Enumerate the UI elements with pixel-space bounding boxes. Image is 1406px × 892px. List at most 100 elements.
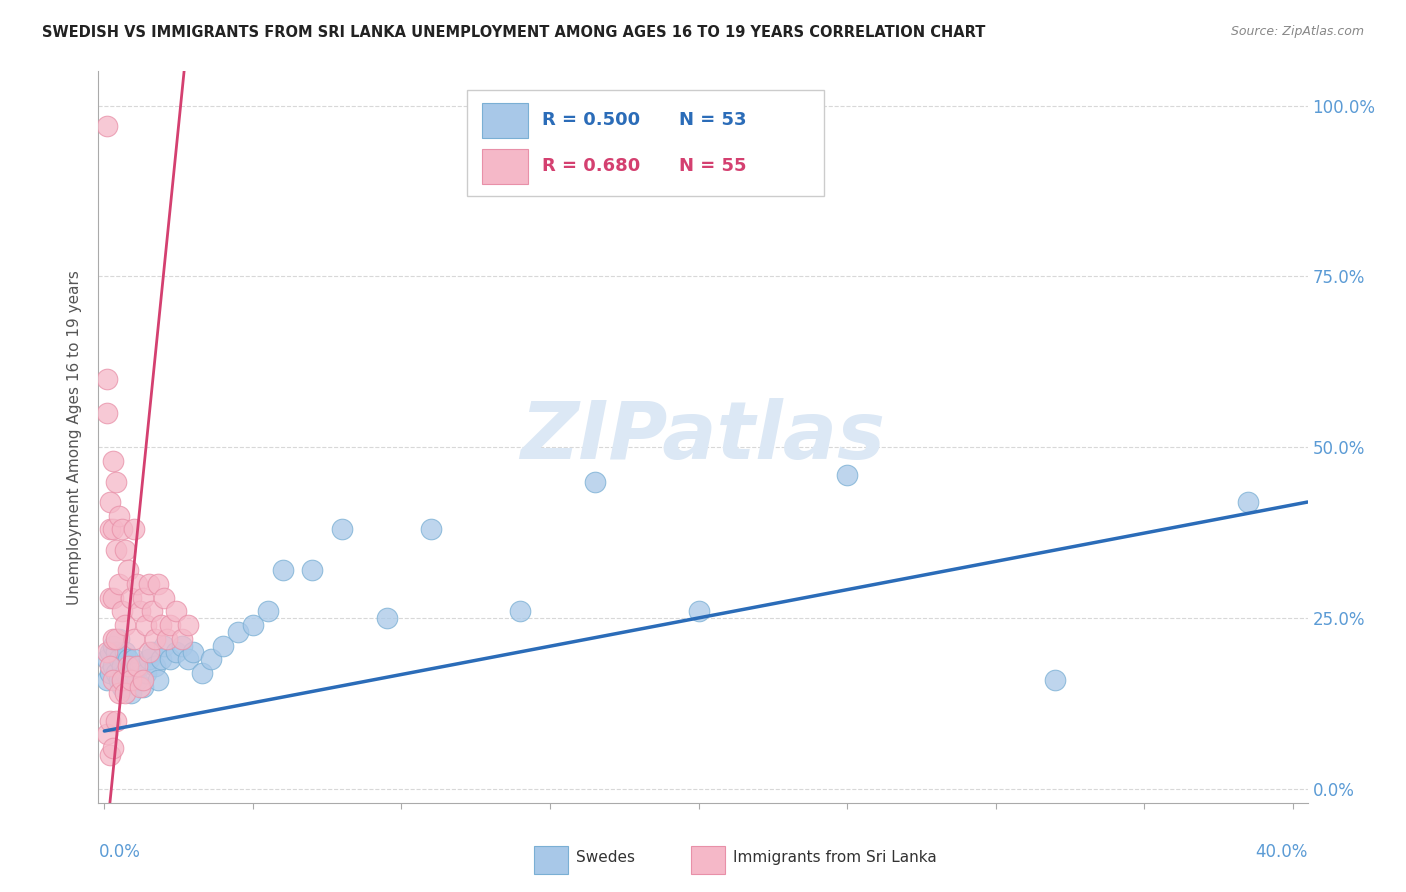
Point — [135, 618, 157, 632]
Point — [120, 591, 142, 605]
Point — [122, 665, 145, 680]
Point — [301, 563, 323, 577]
Point — [152, 639, 174, 653]
Point — [156, 632, 179, 646]
Point — [170, 639, 193, 653]
Bar — [690, 846, 724, 874]
Point — [105, 645, 128, 659]
Point — [132, 673, 155, 687]
Point — [122, 522, 145, 536]
Point — [122, 652, 145, 666]
Point — [141, 645, 163, 659]
Point — [114, 665, 136, 680]
Point — [96, 645, 118, 659]
Point — [105, 542, 128, 557]
Point — [176, 618, 198, 632]
Point — [183, 645, 205, 659]
Point — [375, 611, 398, 625]
Point — [117, 659, 139, 673]
Point — [111, 659, 134, 673]
Point — [103, 454, 125, 468]
Point — [152, 591, 174, 605]
Point — [96, 372, 118, 386]
Point — [111, 522, 134, 536]
Text: 40.0%: 40.0% — [1256, 843, 1308, 861]
Point — [105, 665, 128, 680]
Point — [98, 714, 121, 728]
Point — [96, 119, 118, 133]
Point — [271, 563, 294, 577]
Point — [149, 652, 172, 666]
Bar — [534, 846, 568, 874]
Point — [111, 673, 134, 687]
Point — [138, 652, 160, 666]
Point — [146, 673, 169, 687]
Bar — [467, 90, 824, 195]
Point — [159, 618, 181, 632]
Point — [114, 645, 136, 659]
Point — [138, 645, 160, 659]
Text: ZIPatlas: ZIPatlas — [520, 398, 886, 476]
Point — [105, 475, 128, 489]
Point — [330, 522, 353, 536]
Point — [138, 577, 160, 591]
Point — [200, 652, 222, 666]
Point — [170, 632, 193, 646]
Point — [98, 522, 121, 536]
Point — [117, 652, 139, 666]
Point — [108, 577, 131, 591]
Text: Source: ZipAtlas.com: Source: ZipAtlas.com — [1230, 25, 1364, 38]
Point — [98, 495, 121, 509]
Point — [141, 604, 163, 618]
Point — [1043, 673, 1066, 687]
Point — [165, 645, 187, 659]
Point — [176, 652, 198, 666]
Point — [103, 659, 125, 673]
Point — [129, 680, 152, 694]
Point — [125, 673, 148, 687]
Point — [1237, 495, 1260, 509]
Point — [149, 618, 172, 632]
Text: Immigrants from Sri Lanka: Immigrants from Sri Lanka — [734, 850, 936, 865]
Point — [105, 714, 128, 728]
Point — [165, 604, 187, 618]
Point — [103, 741, 125, 756]
Point — [103, 639, 125, 653]
Point — [143, 632, 166, 646]
Point — [191, 665, 214, 680]
Point — [120, 673, 142, 687]
Point — [688, 604, 710, 618]
Point — [226, 624, 249, 639]
Point — [509, 604, 531, 618]
Point — [129, 604, 152, 618]
Point — [835, 467, 858, 482]
Point — [96, 652, 118, 666]
Bar — [482, 149, 527, 184]
Point — [120, 686, 142, 700]
Point — [96, 406, 118, 420]
Point — [108, 632, 131, 646]
Point — [114, 618, 136, 632]
Y-axis label: Unemployment Among Ages 16 to 19 years: Unemployment Among Ages 16 to 19 years — [67, 269, 83, 605]
Point — [96, 673, 118, 687]
Text: 0.0%: 0.0% — [98, 843, 141, 861]
Point — [103, 632, 125, 646]
Point — [125, 577, 148, 591]
Point — [420, 522, 443, 536]
Point — [111, 680, 134, 694]
Point — [143, 659, 166, 673]
Text: R = 0.680: R = 0.680 — [543, 158, 640, 176]
Point — [125, 659, 148, 673]
Point — [96, 727, 118, 741]
Point — [111, 604, 134, 618]
Point — [132, 591, 155, 605]
Point — [103, 673, 125, 687]
Text: Swedes: Swedes — [576, 850, 636, 865]
Point — [108, 686, 131, 700]
Point — [129, 659, 152, 673]
Bar — [482, 103, 527, 138]
Point — [212, 639, 235, 653]
Point — [135, 665, 157, 680]
Point — [103, 522, 125, 536]
Point — [108, 673, 131, 687]
